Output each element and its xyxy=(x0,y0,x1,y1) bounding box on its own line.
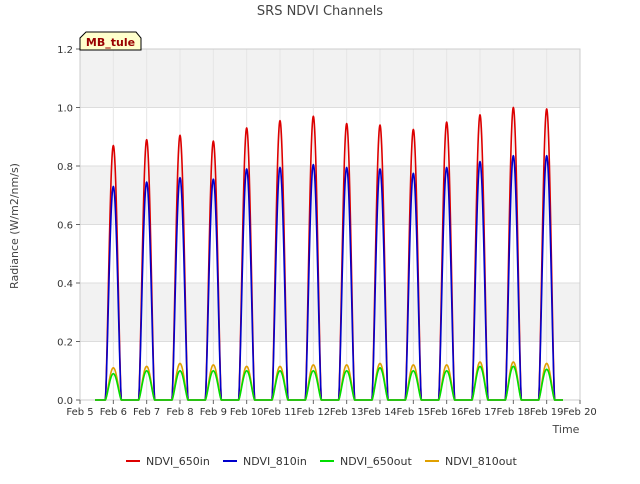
x-tick-label: Feb 9 xyxy=(200,407,227,418)
legend-item: NDVI_810out xyxy=(425,455,517,468)
y-axis-label: Radiance (W/m2/nm/s) xyxy=(8,163,21,289)
x-tick-label: Feb 19 xyxy=(530,407,564,418)
legend-label: NDVI_810out xyxy=(445,455,517,468)
legend: NDVI_650in NDVI_810in NDVI_650out NDVI_810o… xyxy=(126,455,517,468)
x-tick-label: Feb 6 xyxy=(100,407,127,418)
legend-label: NDVI_650in xyxy=(146,455,210,468)
y-axis: 0.0 0.2 0.4 0.6 0.8 1.0 1.2 xyxy=(57,45,80,407)
plot-band xyxy=(80,283,580,342)
x-tick-label: Feb 13 xyxy=(330,407,364,418)
y-tick-label: 0.6 xyxy=(57,221,73,232)
x-tick-label: Feb 20 xyxy=(563,407,597,418)
y-tick-label: 0.0 xyxy=(57,396,73,407)
legend-item: NDVI_650out xyxy=(320,455,412,468)
series-line-ndvi-650out xyxy=(94,365,564,401)
x-tick-label: Feb 16 xyxy=(430,407,464,418)
x-tick-label: Feb 17 xyxy=(463,407,497,418)
annotation-box-shape xyxy=(79,31,142,51)
legend-label: NDVI_810in xyxy=(243,455,307,468)
annotation-box: MB_tule xyxy=(79,31,142,51)
legend-item: NDVI_810in xyxy=(223,455,307,468)
x-axis-label: Time xyxy=(552,423,580,436)
x-tick-label: Feb 10 xyxy=(230,407,264,418)
annotation-label: MB_tule xyxy=(86,36,135,49)
x-tick-label: Feb 15 xyxy=(397,407,431,418)
y-tick-label: 0.4 xyxy=(57,279,73,290)
y-tick-label: 0.8 xyxy=(57,162,73,173)
y-tick-label: 1.2 xyxy=(57,45,73,56)
chart-title: SRS NDVI Channels xyxy=(257,4,383,19)
x-tick-label: Feb 7 xyxy=(133,407,160,418)
series-layer xyxy=(94,106,564,401)
plot-band xyxy=(80,49,580,108)
x-tick-label: Feb 18 xyxy=(497,407,531,418)
y-tick-label: 1.0 xyxy=(57,104,73,115)
legend-label: NDVI_650out xyxy=(340,455,412,468)
legend-item: NDVI_650in xyxy=(126,455,210,468)
x-tick-label: Feb 12 xyxy=(297,407,331,418)
x-tick-label: Feb 11 xyxy=(263,407,297,418)
x-tick-label: Feb 14 xyxy=(363,407,397,418)
x-tick-label: Feb 8 xyxy=(166,407,193,418)
plot-band xyxy=(80,166,580,225)
x-tick-label: Feb 5 xyxy=(66,407,93,418)
x-axis: Feb 5 Feb 6 Feb 7 Feb 8 Feb 9 Feb 10 Feb 11 Feb… xyxy=(66,400,597,418)
y-tick-label: 0.2 xyxy=(57,338,73,349)
